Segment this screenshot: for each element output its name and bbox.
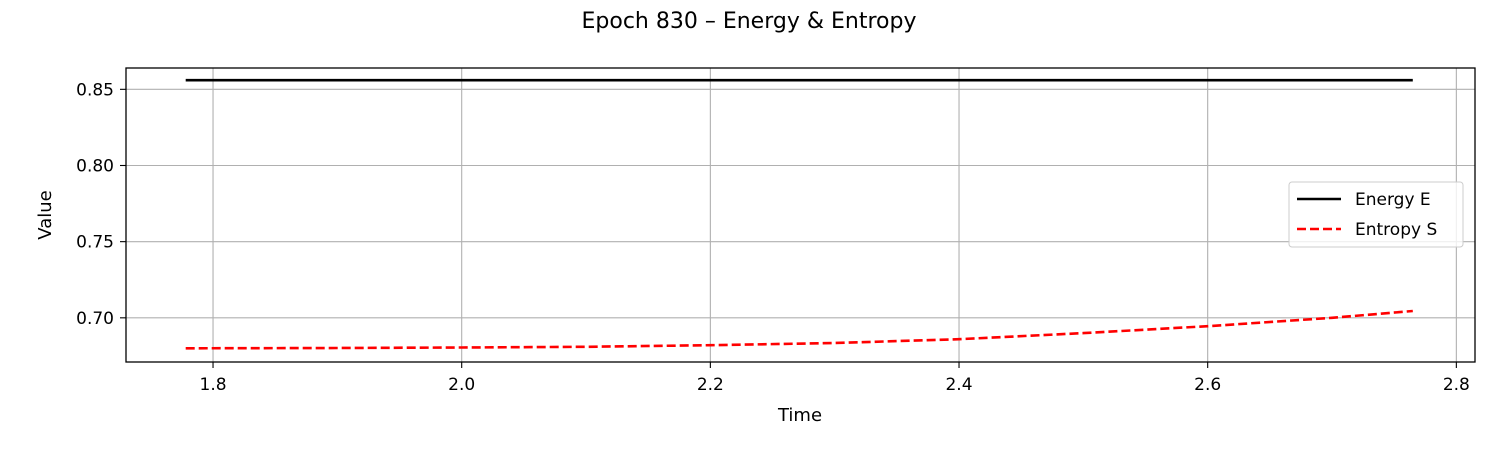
grid: [126, 68, 1475, 362]
chart-title: Epoch 830 – Energy & Entropy: [582, 9, 917, 34]
x-axis-label: Time: [777, 405, 822, 426]
legend-label-energy: Energy E: [1355, 190, 1431, 210]
y-tick-label: 0.80: [76, 156, 114, 176]
series-layer: [185, 78, 1413, 350]
legend-label-entropy: Entropy S: [1355, 220, 1437, 240]
y-tick-label: 0.85: [76, 80, 114, 100]
plot-frame: [125, 67, 1476, 363]
x-tick-label: 2.6: [1194, 375, 1221, 395]
ticks: 1.8 2.0 2.2 2.4 2.6 2.8 0.70 0.75 0.80 0.85: [76, 80, 1470, 395]
x-tick-label: 1.8: [200, 375, 227, 395]
series-line-entropy: [185, 309, 1413, 350]
x-tick-label: 2.4: [945, 375, 972, 395]
y-tick-label: 0.75: [76, 233, 114, 253]
y-tick-label: 0.70: [76, 309, 114, 329]
legend: Energy E Entropy S: [1288, 181, 1464, 248]
x-tick-label: 2.0: [448, 375, 475, 395]
y-axis-label: Value: [35, 190, 56, 239]
x-tick-label: 2.2: [697, 375, 724, 395]
x-tick-label: 2.8: [1443, 375, 1470, 395]
